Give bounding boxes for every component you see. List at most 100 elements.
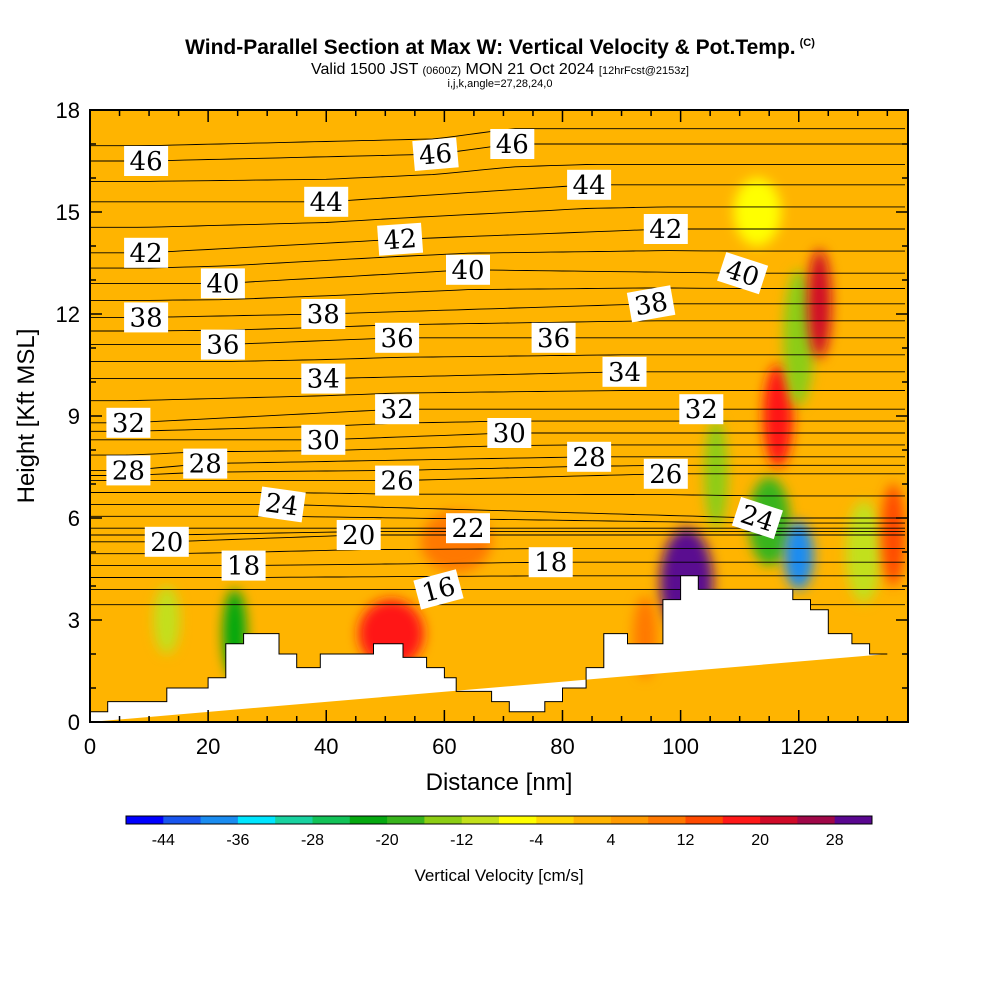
colorbar-swatch	[499, 816, 537, 824]
contour-label-text: 32	[685, 395, 718, 425]
x-tick-label: 100	[662, 734, 699, 759]
y-tick-label: 15	[56, 200, 80, 225]
contour-label: 38	[301, 299, 346, 330]
contour-label-text: 34	[608, 358, 641, 388]
contour-label-box	[679, 394, 724, 425]
y-tick-label: 12	[56, 302, 80, 327]
contour-label-text: 20	[342, 521, 375, 551]
contour-label-box	[446, 254, 490, 285]
contour-label: 32	[106, 407, 151, 439]
contour-label-box	[487, 418, 532, 448]
velocity-cell	[845, 501, 882, 603]
contour-label-text: 46	[418, 139, 454, 172]
theta-contour-line	[90, 371, 905, 380]
chart-title: Wind-Parallel Section at Max W: Vertical…	[185, 36, 815, 59]
contour-label-box	[304, 186, 349, 217]
contour-label-text: 26	[381, 467, 414, 497]
contour-label-text: 32	[381, 395, 414, 425]
contour-label-box	[413, 569, 464, 610]
contour-label-text: 42	[130, 239, 163, 269]
contour-label-box	[144, 526, 189, 557]
contour-label-box	[124, 237, 169, 268]
contour-label: 16	[413, 569, 464, 610]
colorbar-tick-label: -44	[152, 832, 175, 849]
contour-label-box	[375, 465, 420, 496]
terrain-mask	[90, 575, 888, 722]
colorbar-swatch	[461, 816, 500, 824]
contour-label-text: 36	[537, 324, 570, 354]
colorbar-swatch	[312, 816, 351, 824]
colorbar-title: Vertical Velocity [cm/s]	[414, 866, 583, 885]
contour-label-text: 18	[227, 552, 260, 582]
title-block: Wind-Parallel Section at Max W: Vertical…	[0, 0, 1000, 100]
colorbar-tick-label: -36	[226, 832, 249, 849]
colorbar-swatch	[200, 816, 239, 824]
contour-label-text: 34	[307, 365, 340, 395]
contour-label-text: 18	[534, 548, 567, 578]
colorbar-tick-label: 20	[751, 832, 769, 849]
theta-contour-line	[90, 303, 905, 318]
contour-label: 22	[446, 513, 490, 544]
contour-label-box	[626, 285, 676, 323]
contour-label: 26	[375, 465, 420, 497]
contour-label: 34	[602, 356, 647, 388]
theta-contour-line	[90, 287, 905, 301]
contour-label: 46	[490, 129, 535, 160]
theta-contour-line	[90, 206, 905, 228]
contour-label: 46	[412, 137, 459, 172]
contour-label-text: 40	[451, 256, 484, 286]
colorbar-swatch	[834, 816, 873, 824]
contour-label-text: 20	[150, 528, 183, 558]
contour-label-box	[528, 547, 573, 578]
x-tick-label: 20	[196, 734, 220, 759]
contour-label-text: 26	[649, 460, 682, 490]
contour-label-text: 22	[451, 514, 484, 544]
x-axis-label: Distance [nm]	[426, 769, 573, 796]
y-tick-label: 18	[56, 98, 80, 123]
contour-label-box	[567, 169, 612, 200]
colorbar-tick-label: 12	[677, 832, 695, 849]
x-tick-label: 80	[550, 734, 574, 759]
contour-label-text: 38	[130, 303, 163, 333]
theta-contour-line	[90, 492, 905, 497]
contour-label-text: 28	[189, 450, 222, 480]
contour-label: 28	[106, 455, 151, 486]
colorbar-swatch	[387, 816, 425, 824]
contour-label-text: 44	[310, 188, 343, 218]
valid-time: Valid 1500 JST (0600Z) MON 21 Oct 2024 […	[311, 61, 689, 78]
contour-label: 40	[200, 268, 245, 299]
contour-label: 18	[528, 547, 573, 578]
contour-label: 32	[375, 394, 420, 425]
colorbar-swatch	[648, 816, 686, 824]
copyright-mark: (C)	[799, 37, 815, 49]
velocity-cell	[733, 178, 782, 246]
contour-label-text: 46	[130, 147, 163, 177]
contour-label-box	[643, 214, 688, 244]
colorbar-swatch	[797, 816, 836, 824]
contour-label-text: 28	[112, 456, 145, 486]
colorbar-tick-label: -20	[376, 832, 399, 849]
colorbar-swatch	[275, 816, 313, 824]
contour-label-text: 38	[307, 300, 340, 330]
contour-label: 18	[221, 550, 266, 582]
contour-label-box	[106, 455, 151, 486]
contour-label-box	[301, 299, 346, 329]
contour-label: 42	[124, 237, 169, 269]
colorbar-tick-label: 4	[606, 832, 615, 849]
contour-label: 42	[643, 214, 688, 245]
contour-label-box	[375, 394, 420, 425]
contour-label: 38	[626, 285, 676, 323]
contour-label-text: 36	[206, 331, 239, 361]
theta-contour-line	[90, 250, 905, 269]
theta-contour-line	[90, 184, 905, 203]
colorbar-swatch	[237, 816, 276, 824]
colorbar-swatch	[610, 816, 649, 824]
contour-label-box	[183, 448, 228, 479]
contour-label: 24	[258, 486, 306, 523]
colorbar-swatch	[126, 816, 164, 824]
contour-label-box	[200, 268, 245, 299]
colorbar-tick-label: -12	[450, 832, 473, 849]
